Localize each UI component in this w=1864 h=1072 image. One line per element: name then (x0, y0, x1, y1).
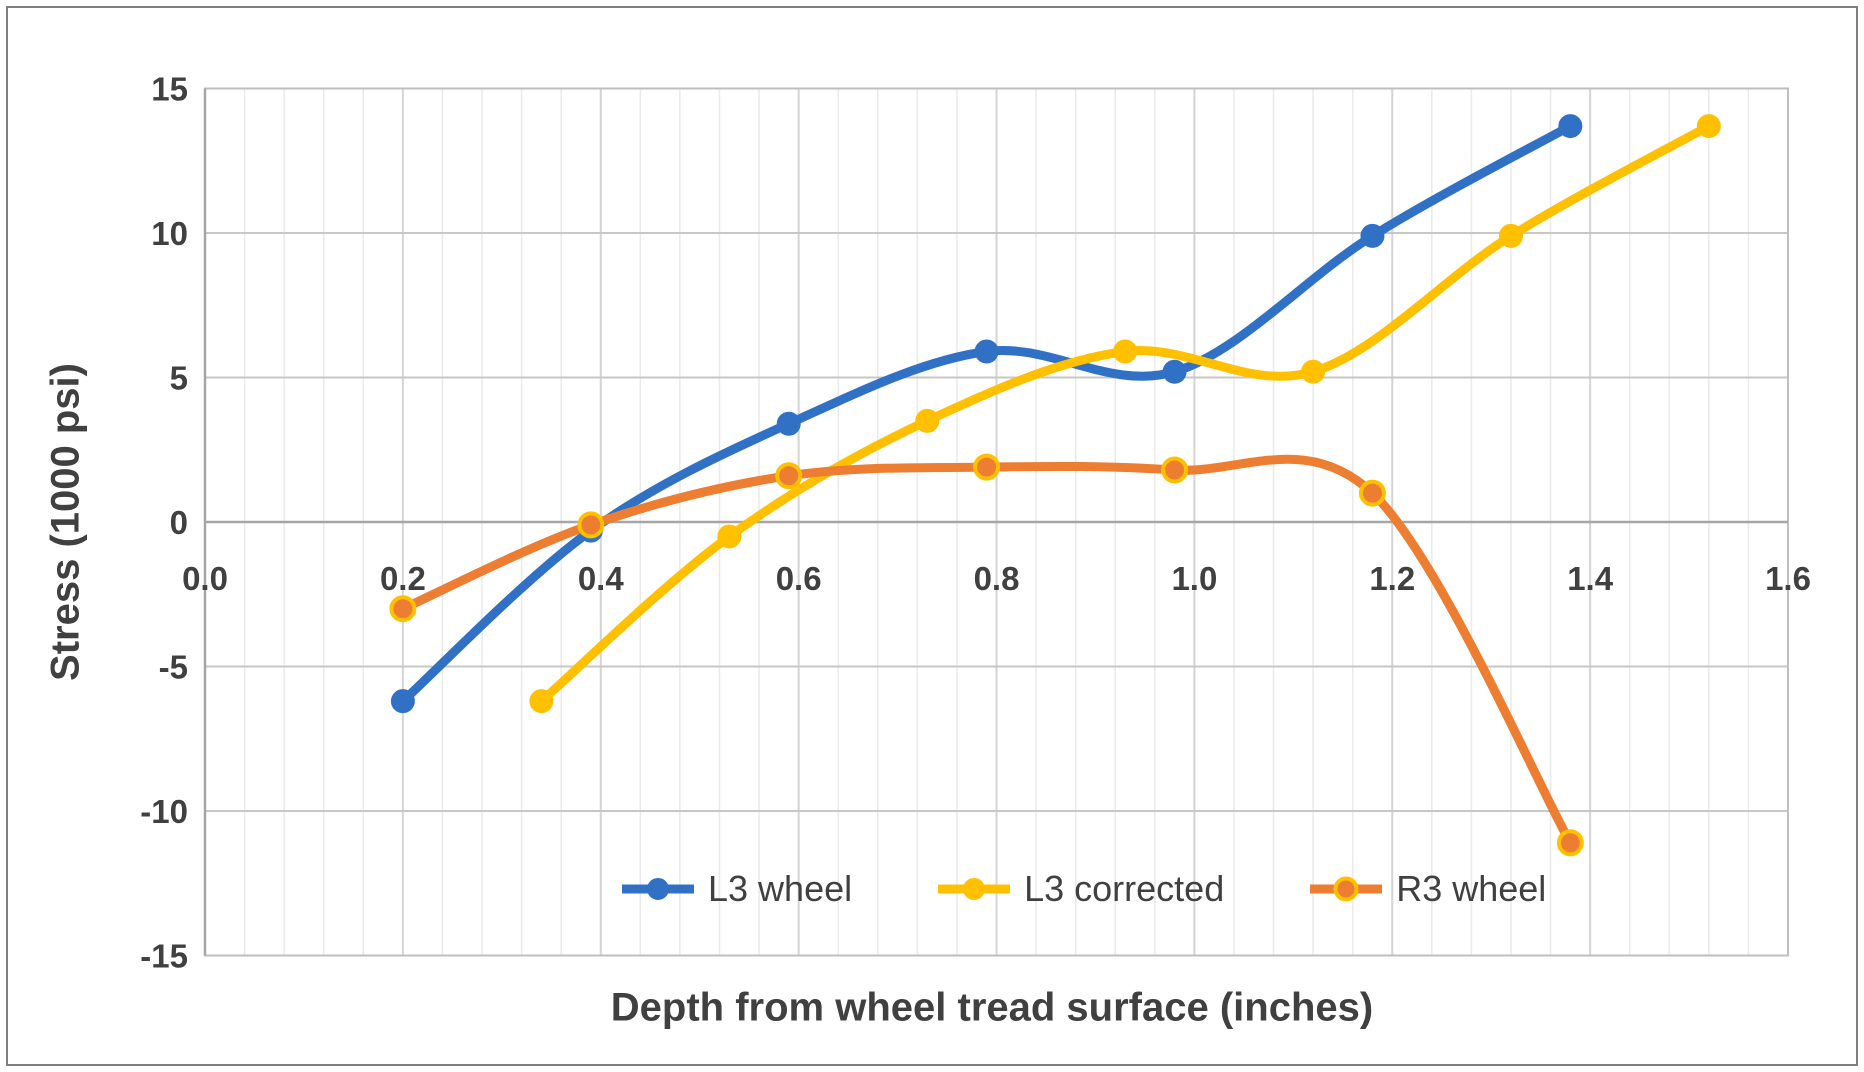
series-line-r3-wheel (398, 454, 1575, 848)
series-line-l3-corrected (536, 121, 1714, 706)
data-point-r3-wheel (775, 462, 803, 490)
data-point-l3-corrected (1498, 223, 1523, 248)
y-tick-label: 15 (151, 71, 188, 108)
data-point-l3-corrected (717, 524, 742, 549)
data-point-l3-wheel (974, 339, 999, 364)
x-tick-label: 1.6 (1765, 560, 1811, 597)
x-tick-label: 1.0 (1171, 560, 1217, 597)
legend-label-l3-wheel: L3 wheel (708, 868, 853, 909)
data-point-l3-corrected (915, 408, 940, 433)
x-tick-label: 1.4 (1567, 560, 1614, 597)
y-tick-label: -5 (159, 649, 188, 686)
y-tick-label: 5 (170, 360, 188, 397)
series-line-l3-wheel (398, 121, 1575, 706)
legend-marker-r3-wheel (1310, 876, 1383, 902)
y-tick-label: 10 (151, 215, 188, 252)
x-tick-label: 0.0 (182, 560, 228, 597)
x-tick-label: 0.4 (578, 560, 625, 597)
data-point-l3-wheel (390, 689, 415, 714)
data-point-l3-wheel (776, 411, 801, 436)
data-point-l3-wheel (1162, 359, 1187, 384)
legend-dot (963, 878, 986, 900)
x-tick-label: 1.2 (1369, 560, 1415, 597)
y-tick-label: 0 (170, 504, 188, 541)
legend-item-r3-wheel: R3 wheel (1310, 868, 1546, 910)
x-tick-label: 0.8 (974, 560, 1020, 597)
data-point-l3-corrected (1301, 359, 1326, 384)
legend-item-l3-corrected: L3 corrected (938, 868, 1224, 910)
legend-dot (647, 878, 669, 900)
x-axis-title: Depth from wheel tread surface (inches) (610, 985, 1374, 1030)
legend-marker-l3-wheel (622, 878, 694, 900)
legend-dot (1333, 876, 1359, 902)
data-point-l3-wheel (1558, 114, 1583, 139)
x-tick-label: 0.6 (776, 560, 822, 597)
data-point-l3-wheel (1360, 223, 1385, 248)
data-point-l3-corrected (1696, 114, 1721, 139)
data-point-l3-corrected (1113, 339, 1138, 364)
data-point-r3-wheel (1556, 829, 1584, 857)
legend-label-r3-wheel: R3 wheel (1396, 868, 1547, 909)
x-tick-label: 0.2 (380, 560, 426, 597)
legend-marker-l3-corrected (938, 878, 1011, 900)
y-tick-label: -10 (140, 793, 188, 830)
data-point-r3-wheel (973, 453, 1001, 481)
chart-border (6, 6, 1858, 1066)
y-axis-title: Stress (1000 psi) (43, 363, 88, 681)
data-point-l3-corrected (529, 689, 554, 714)
data-point-r3-wheel (1161, 456, 1189, 484)
legend: L3 wheel L3 corrected R3 wheel (622, 868, 1546, 910)
y-tick-label: -15 (140, 938, 188, 975)
legend-item-l3-wheel: L3 wheel (622, 868, 852, 910)
data-point-r3-wheel (577, 511, 605, 539)
data-point-r3-wheel (1358, 479, 1386, 507)
data-point-r3-wheel (389, 595, 417, 623)
legend-label-l3-corrected: L3 corrected (1024, 868, 1225, 909)
